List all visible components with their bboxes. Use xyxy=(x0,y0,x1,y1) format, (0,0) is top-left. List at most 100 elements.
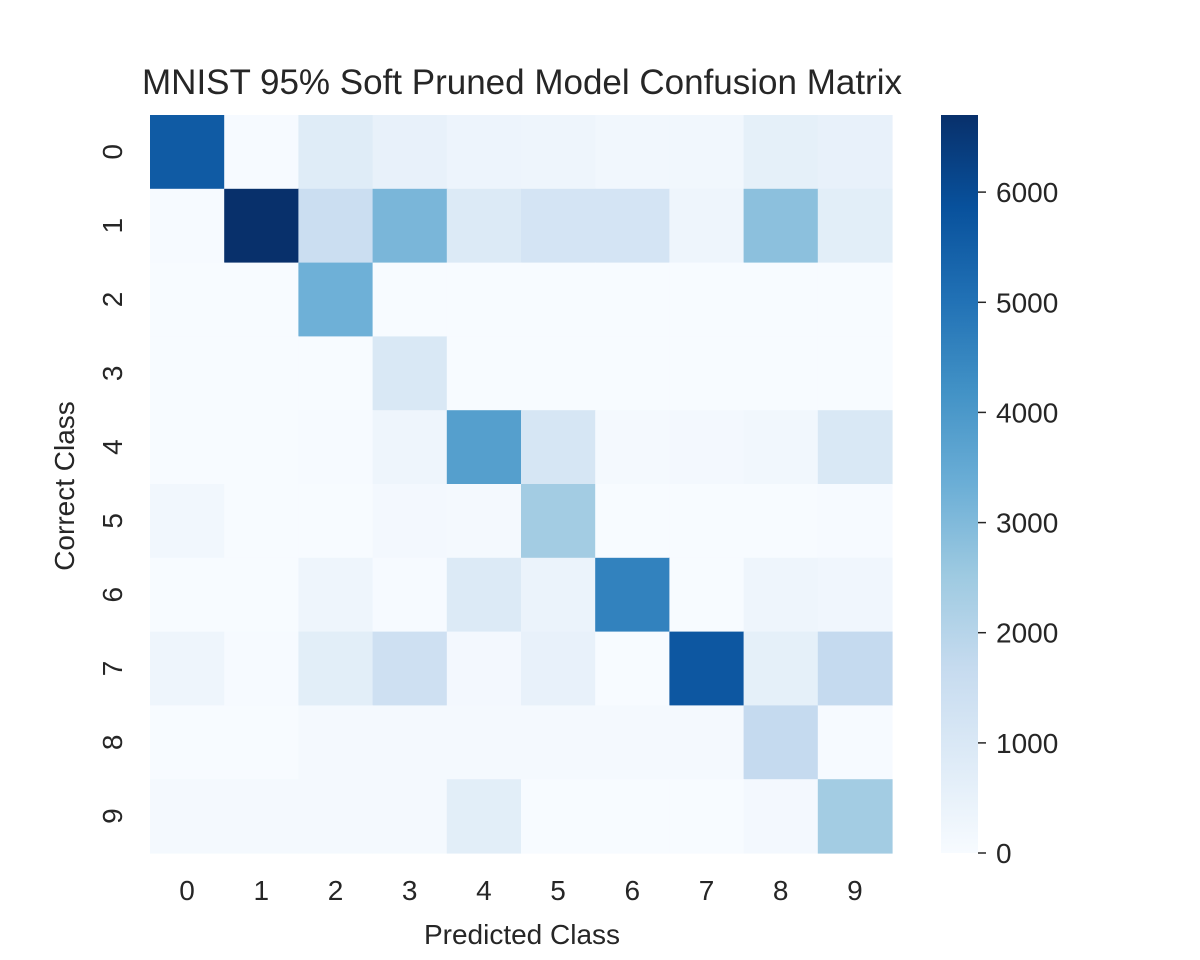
heatmap-cell-0-7 xyxy=(669,115,745,190)
heatmap-cell-9-7 xyxy=(669,779,745,854)
heatmap-cell-9-1 xyxy=(224,779,299,854)
heatmap-cell-6-5 xyxy=(521,557,596,633)
heatmap-cell-3-5 xyxy=(521,336,596,411)
x-axis-label: Predicted Class xyxy=(424,919,620,950)
heatmap-cell-9-4 xyxy=(446,779,522,854)
heatmap-cell-3-0 xyxy=(150,336,225,411)
heatmap-cell-4-9 xyxy=(817,410,893,485)
heatmap-cell-1-4 xyxy=(446,188,522,264)
heatmap-cell-1-3 xyxy=(372,188,448,264)
heatmap-cell-0-8 xyxy=(743,115,819,190)
x-tick-label: 1 xyxy=(254,875,270,906)
heatmap-cell-6-1 xyxy=(224,557,299,633)
heatmap-cell-4-5 xyxy=(521,410,596,485)
heatmap-cell-1-0 xyxy=(150,188,225,264)
heatmap-cell-7-7 xyxy=(669,631,745,706)
colorbar-ticks: 0 1000 2000 3000 4000 5000 6000 xyxy=(978,177,1058,869)
heatmap-cell-4-2 xyxy=(298,410,374,485)
heatmap-cell-2-7 xyxy=(669,262,745,337)
y-tick-labels: 0 1 2 3 4 5 6 7 8 9 xyxy=(97,144,128,824)
y-tick-label: 3 xyxy=(97,366,128,382)
heatmap-cell-0-1 xyxy=(224,115,299,190)
heatmap-cell-1-2 xyxy=(298,188,374,264)
heatmap-cell-1-6 xyxy=(595,188,670,264)
colorbar: 0 1000 2000 3000 4000 5000 6000 xyxy=(941,115,1058,869)
heatmap-cell-5-0 xyxy=(150,484,225,559)
heatmap-cell-9-5 xyxy=(521,779,596,854)
colorbar-tick-label: 6000 xyxy=(996,177,1058,208)
chart-title: MNIST 95% Soft Pruned Model Confusion Ma… xyxy=(142,63,902,102)
heatmap-cell-1-8 xyxy=(743,188,819,264)
heatmap-cell-6-4 xyxy=(446,557,522,633)
heatmap-cell-9-6 xyxy=(595,779,670,854)
x-tick-label: 0 xyxy=(179,875,195,906)
heatmap-cell-5-4 xyxy=(446,484,522,559)
heatmap-cell-6-9 xyxy=(817,557,893,633)
heatmap-cell-7-3 xyxy=(372,631,448,706)
heatmap-cell-0-3 xyxy=(372,115,448,190)
heatmap-cell-5-9 xyxy=(817,484,893,559)
heatmap-cell-6-0 xyxy=(150,557,225,633)
heatmap-cell-8-7 xyxy=(669,705,745,780)
heatmap-cell-8-1 xyxy=(224,705,299,780)
heatmap-cell-4-1 xyxy=(224,410,299,485)
heatmap-cell-8-4 xyxy=(446,705,522,780)
heatmap-cell-2-3 xyxy=(372,262,448,337)
heatmap-cell-3-7 xyxy=(669,336,745,411)
colorbar-tick-label: 2000 xyxy=(996,618,1058,649)
heatmap-cell-2-4 xyxy=(446,262,522,337)
y-tick-label: 7 xyxy=(97,661,128,677)
heatmap-cell-3-4 xyxy=(446,336,522,411)
heatmap-cell-3-3 xyxy=(372,336,448,411)
heatmap-cell-3-2 xyxy=(298,336,374,411)
heatmap-cell-8-9 xyxy=(817,705,893,780)
heatmap-cell-7-1 xyxy=(224,631,299,706)
heatmap-cell-5-1 xyxy=(224,484,299,559)
heatmap-cell-4-3 xyxy=(372,410,448,485)
heatmap-cell-8-0 xyxy=(150,705,225,780)
heatmap-cell-5-5 xyxy=(521,484,596,559)
y-tick-label: 2 xyxy=(97,292,128,308)
colorbar-tick-label: 3000 xyxy=(996,508,1058,539)
x-tick-label: 6 xyxy=(625,875,641,906)
heatmap-cell-7-6 xyxy=(595,631,670,706)
heatmap-cell-8-5 xyxy=(521,705,596,780)
x-tick-label: 3 xyxy=(402,875,418,906)
heatmap-cell-5-8 xyxy=(743,484,819,559)
heatmap-cell-9-0 xyxy=(150,779,225,854)
heatmap-cell-3-8 xyxy=(743,336,819,411)
heatmap-cell-6-7 xyxy=(669,557,745,633)
x-tick-label: 8 xyxy=(773,875,789,906)
x-tick-label: 9 xyxy=(847,875,863,906)
heatmap-cell-9-3 xyxy=(372,779,448,854)
heatmap-cell-0-5 xyxy=(521,115,596,190)
heatmap-cell-1-7 xyxy=(669,188,745,264)
heatmap-cell-3-9 xyxy=(817,336,893,411)
colorbar-tick-label: 1000 xyxy=(996,728,1058,759)
heatmap-cell-2-1 xyxy=(224,262,299,337)
heatmap-cell-7-8 xyxy=(743,631,819,706)
heatmap-cell-8-2 xyxy=(298,705,374,780)
heatmap-cell-7-4 xyxy=(446,631,522,706)
heatmap-cell-2-8 xyxy=(743,262,819,337)
x-tick-label: 5 xyxy=(550,875,566,906)
heatmap-cell-0-9 xyxy=(817,115,893,190)
y-tick-label: 4 xyxy=(97,439,128,455)
x-tick-labels: 0 1 2 3 4 5 6 7 8 9 xyxy=(179,875,862,906)
y-tick-label: 1 xyxy=(97,218,128,234)
heatmap-cell-4-0 xyxy=(150,410,225,485)
y-tick-label: 0 xyxy=(97,144,128,160)
heatmap-cell-1-5 xyxy=(521,188,596,264)
heatmap-cell-8-8 xyxy=(743,705,819,780)
y-axis-label: Correct Class xyxy=(49,401,80,571)
y-tick-label: 9 xyxy=(97,808,128,824)
heatmap-cell-0-4 xyxy=(446,115,522,190)
heatmap-cell-7-9 xyxy=(817,631,893,706)
colorbar-tick-label: 5000 xyxy=(996,287,1058,318)
heatmap-cell-4-6 xyxy=(595,410,670,485)
heatmap-cells xyxy=(150,115,893,854)
heatmap-cell-3-1 xyxy=(224,336,299,411)
heatmap-cell-6-2 xyxy=(298,557,374,633)
heatmap-cell-5-3 xyxy=(372,484,448,559)
heatmap-cell-8-3 xyxy=(372,705,448,780)
